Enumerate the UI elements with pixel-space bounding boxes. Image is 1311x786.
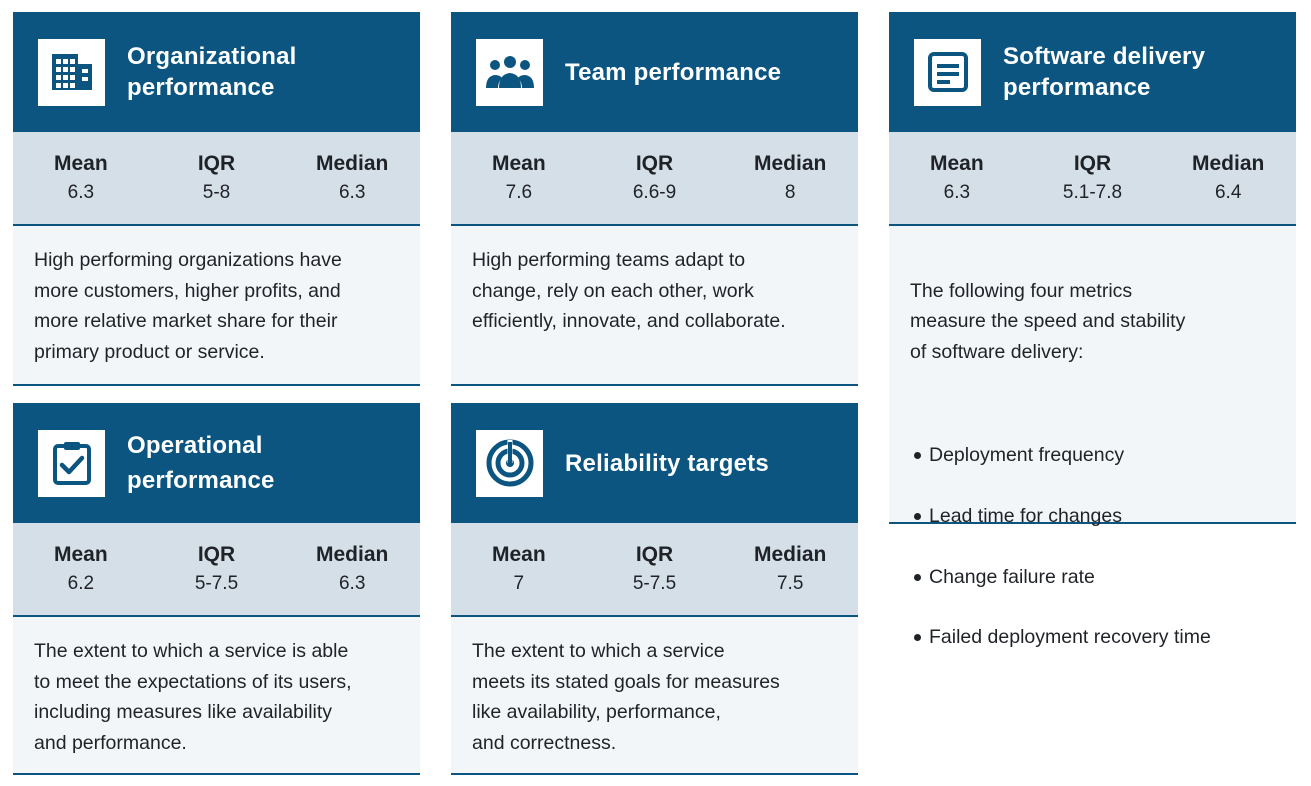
stat-median: Median 6.3 xyxy=(284,150,420,207)
stat-value: 5-7.5 xyxy=(632,572,677,594)
list-item: Failed deployment recovery time xyxy=(910,622,1275,652)
card-description: High performing organizations have more … xyxy=(13,226,420,386)
card-title: Software delivery performance xyxy=(1003,43,1206,101)
stat-value: 6.2 xyxy=(67,572,95,594)
card-header: Reliability targets xyxy=(451,403,858,523)
stat-mean: Mean 7 xyxy=(451,541,587,598)
stats-row: Mean 6.3 IQR 5.1-7.8 Median 6.4 xyxy=(889,132,1296,226)
card-title: Reliability targets xyxy=(565,449,769,477)
stat-iqr: IQR 6.6-9 xyxy=(587,150,723,207)
target-icon xyxy=(476,429,543,497)
list-item: Lead time for changes xyxy=(910,501,1275,531)
stat-value: 6.3 xyxy=(338,572,366,594)
stat-label: IQR xyxy=(635,542,674,566)
stats-row: Mean 7 IQR 5-7.5 Median 7.5 xyxy=(451,523,858,617)
stat-label: Median xyxy=(754,151,827,175)
card-description: The following four metrics measure the s… xyxy=(889,226,1296,648)
stat-value: 6.3 xyxy=(338,181,366,203)
stat-mean: Mean 7.6 xyxy=(451,150,587,207)
stat-label: IQR xyxy=(635,151,674,175)
stat-mean: Mean 6.3 xyxy=(889,150,1025,207)
card-organizational-performance: Organizational performance Mean 6.3 IQR … xyxy=(13,12,420,386)
stat-label: Mean xyxy=(491,542,546,566)
clipboard-check-icon xyxy=(38,429,105,497)
stats-row: Mean 6.2 IQR 5-7.5 Median 6.3 xyxy=(13,523,420,617)
card-software-delivery-performance: Software delivery performance Mean 6.3 I… xyxy=(889,12,1296,648)
software-window-icon xyxy=(914,38,981,106)
stat-value: 6.6-9 xyxy=(632,181,677,203)
list-item: Deployment frequency xyxy=(910,440,1275,470)
stat-value: 8 xyxy=(784,181,796,203)
stat-label: IQR xyxy=(1073,151,1112,175)
stat-iqr: IQR 5-7.5 xyxy=(587,541,723,598)
stat-label: Mean xyxy=(491,151,546,175)
team-icon xyxy=(476,38,543,106)
stat-label: Median xyxy=(754,542,827,566)
stat-value: 5.1-7.8 xyxy=(1062,181,1123,203)
card-title: Organizational performance xyxy=(127,43,297,101)
description-text: The following four metrics measure the s… xyxy=(910,279,1186,363)
card-reliability-targets: Reliability targets Mean 7 IQR 5-7.5 Med… xyxy=(451,403,858,775)
list-item: Change failure rate xyxy=(910,562,1275,592)
card-title: Operational performance xyxy=(127,432,275,494)
stats-row: Mean 6.3 IQR 5-8 Median 6.3 xyxy=(13,132,420,226)
stat-value: 6.3 xyxy=(943,181,971,203)
stat-mean: Mean 6.2 xyxy=(13,541,149,598)
card-header: Team performance xyxy=(451,12,858,132)
stats-row: Mean 7.6 IQR 6.6-9 Median 8 xyxy=(451,132,858,226)
stat-median: Median 6.3 xyxy=(284,541,420,598)
stat-label: IQR xyxy=(197,151,236,175)
card-header: Software delivery performance xyxy=(889,12,1296,132)
stat-median: Median 8 xyxy=(722,150,858,207)
stat-value: 5-7.5 xyxy=(194,572,239,594)
card-description: High performing teams adapt to change, r… xyxy=(451,226,858,386)
stat-label: Mean xyxy=(53,542,108,566)
building-icon xyxy=(38,38,105,106)
stat-iqr: IQR 5.1-7.8 xyxy=(1025,150,1161,207)
stat-iqr: IQR 5-8 xyxy=(149,150,285,207)
card-title: Team performance xyxy=(565,58,782,86)
card-operational-performance: Operational performance Mean 6.2 IQR 5-7… xyxy=(13,403,420,775)
stat-value: 6.4 xyxy=(1214,181,1242,203)
stat-median: Median 6.4 xyxy=(1160,150,1296,207)
stat-value: 7 xyxy=(513,572,525,594)
card-header: Operational performance xyxy=(13,403,420,523)
stat-value: 6.3 xyxy=(67,181,95,203)
stat-mean: Mean 6.3 xyxy=(13,150,149,207)
stat-value: 7.5 xyxy=(776,572,804,594)
stat-label: Median xyxy=(316,151,389,175)
stat-iqr: IQR 5-7.5 xyxy=(149,541,285,598)
stat-median: Median 7.5 xyxy=(722,541,858,598)
stat-label: Median xyxy=(1192,151,1265,175)
stat-value: 5-8 xyxy=(202,181,231,203)
card-header: Organizational performance xyxy=(13,12,420,132)
stat-value: 7.6 xyxy=(505,181,533,203)
card-description: The extent to which a service meets its … xyxy=(451,617,858,775)
stat-label: IQR xyxy=(197,542,236,566)
metrics-list: Deployment frequency Lead time for chang… xyxy=(910,410,1275,684)
stat-label: Mean xyxy=(929,151,984,175)
stat-label: Median xyxy=(316,542,389,566)
stat-label: Mean xyxy=(53,151,108,175)
card-team-performance: Team performance Mean 7.6 IQR 6.6-9 Medi… xyxy=(451,12,858,386)
card-description: The extent to which a service is able to… xyxy=(13,617,420,775)
